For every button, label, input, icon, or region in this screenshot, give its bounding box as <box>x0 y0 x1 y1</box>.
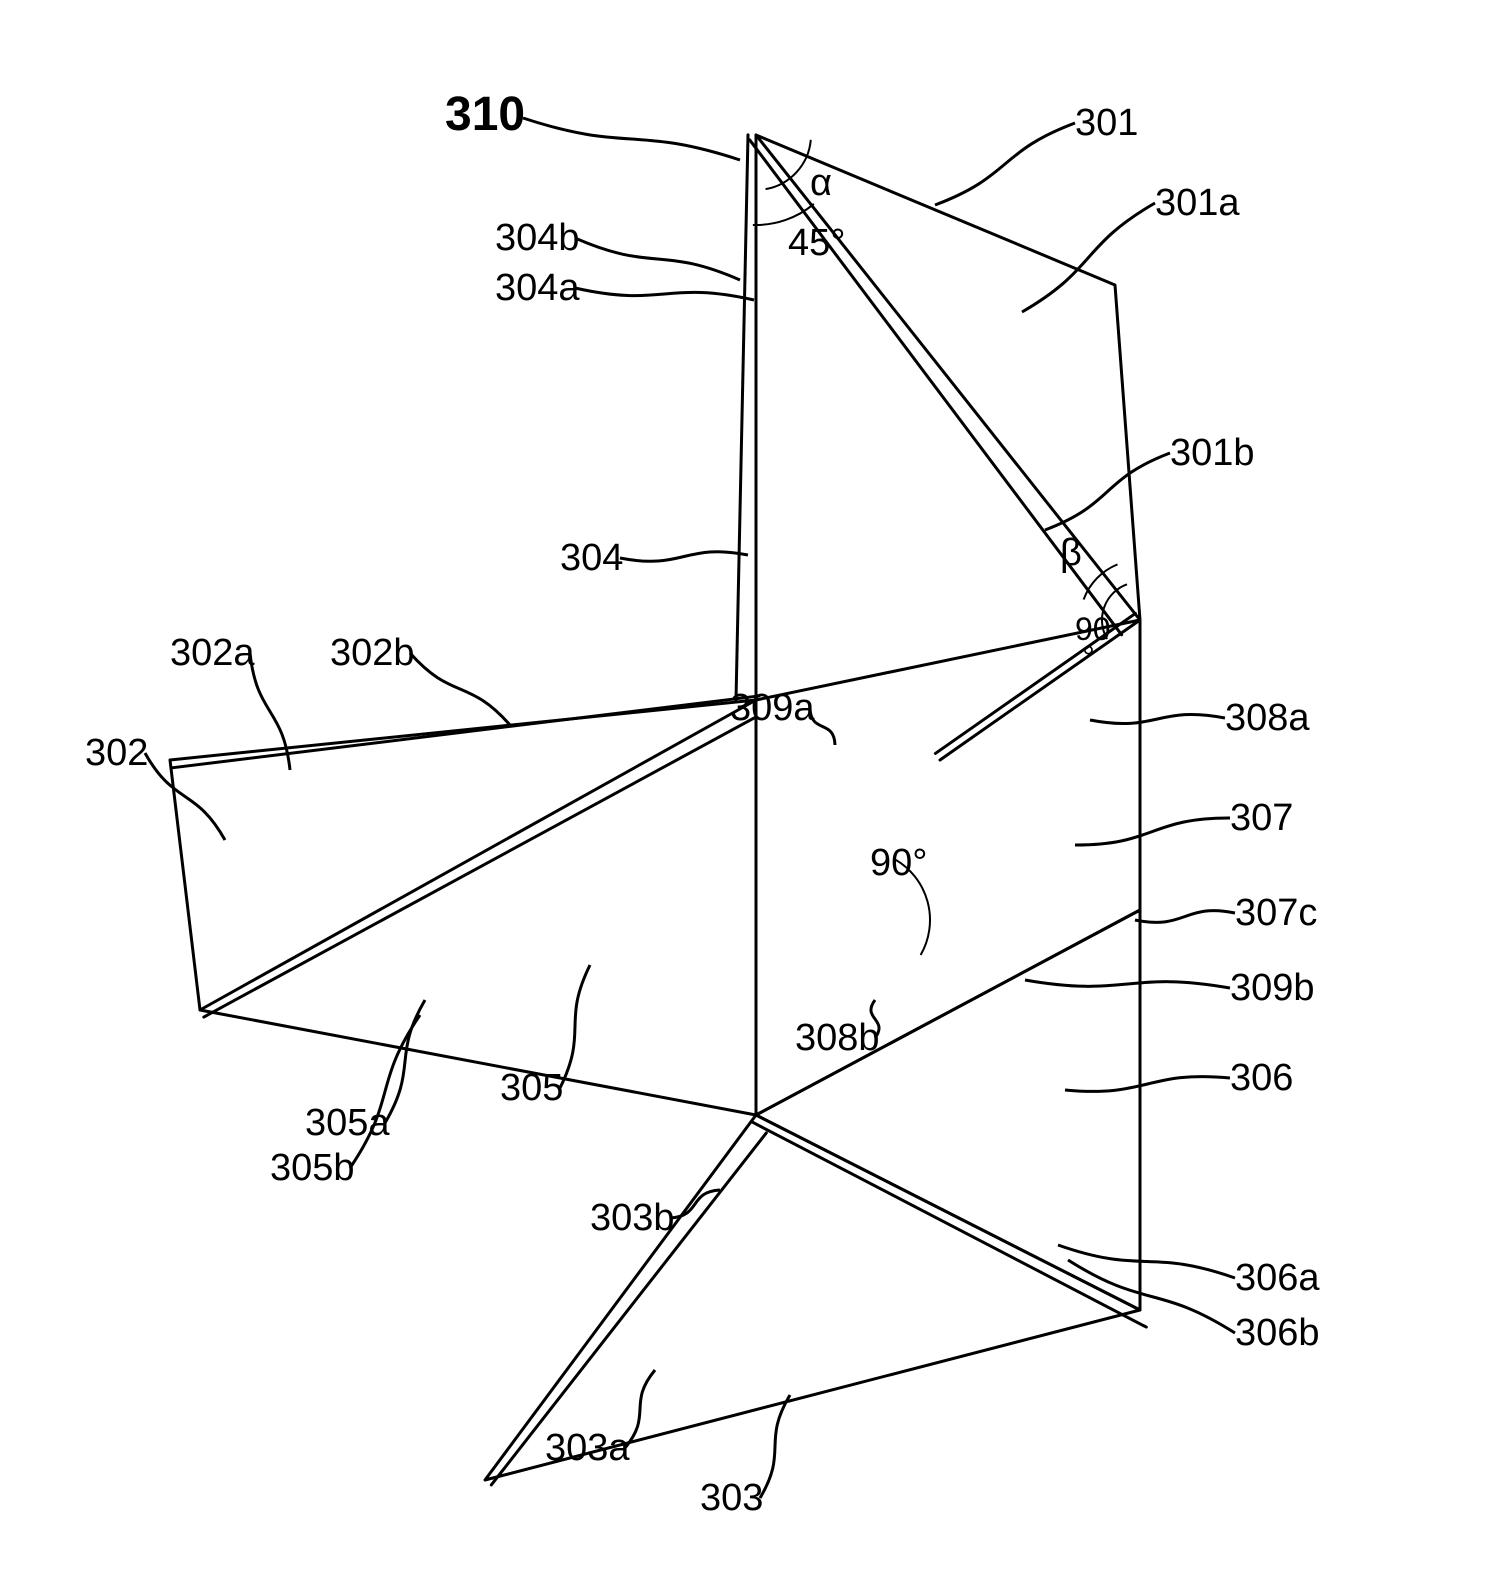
double-304b <box>736 135 748 700</box>
leader-307c <box>1135 911 1235 923</box>
label-303: 303 <box>700 1477 763 1519</box>
leader-307 <box>1075 818 1230 845</box>
shape-tri303 <box>485 1115 1140 1480</box>
label-308b: 308b <box>795 1017 880 1059</box>
label-305b: 305b <box>270 1147 355 1189</box>
label-302a: 302a <box>170 632 255 674</box>
label-310: 310 <box>445 88 525 141</box>
leader-304b <box>575 238 740 280</box>
label-302b: 302b <box>330 632 415 674</box>
leader-303 <box>760 1395 790 1498</box>
label-308a: 308a <box>1225 697 1310 739</box>
label-307c: 307c <box>1235 892 1317 934</box>
label-302: 302 <box>85 732 148 774</box>
leader-308a <box>1090 714 1225 723</box>
angle-label2-90top: ° <box>1082 639 1095 675</box>
leader-305 <box>560 965 590 1088</box>
label-307: 307 <box>1230 797 1293 839</box>
leader-302b <box>410 653 510 725</box>
label-301a: 301a <box>1155 182 1240 224</box>
label-303a: 303a <box>545 1427 630 1469</box>
leader-306a <box>1058 1245 1235 1278</box>
double-305a_dbl <box>204 717 756 1017</box>
leader-310 <box>523 118 740 160</box>
label-305: 305 <box>500 1067 563 1109</box>
diagram-canvas: α45°β90°90°310301301a304b304a301b304302b… <box>0 0 1502 1586</box>
shape-tri302 <box>170 700 756 1010</box>
leader-301a <box>1022 203 1155 312</box>
label-309a: 309a <box>730 687 815 729</box>
shape-tri306 <box>756 910 1140 1310</box>
label-303b: 303b <box>590 1197 675 1239</box>
shape-tri301 <box>756 135 1140 620</box>
angle-label-90mid: 90° <box>870 842 927 884</box>
leader-304 <box>620 552 748 562</box>
label-305a: 305a <box>305 1102 390 1144</box>
label-301: 301 <box>1075 102 1138 144</box>
label-304: 304 <box>560 537 623 579</box>
angle-label-beta: β <box>1060 532 1082 574</box>
label-306b: 306b <box>1235 1312 1320 1354</box>
leader-306 <box>1065 1077 1230 1092</box>
label-304b: 304b <box>495 217 580 259</box>
leader-301b <box>1045 453 1170 530</box>
label-304a: 304a <box>495 267 580 309</box>
label-309b: 309b <box>1230 967 1315 1009</box>
leader-309b <box>1025 980 1230 988</box>
label-306: 306 <box>1230 1057 1293 1099</box>
double-306b_dbl <box>752 1122 1146 1327</box>
leader-301 <box>935 123 1075 205</box>
label-301b: 301b <box>1170 432 1255 474</box>
angle-label-45deg: 45° <box>788 222 845 264</box>
label-306a: 306a <box>1235 1257 1320 1299</box>
double-302b_dbl <box>171 696 759 768</box>
angle-label-alpha: α <box>810 162 832 204</box>
leader-304a <box>575 288 754 300</box>
